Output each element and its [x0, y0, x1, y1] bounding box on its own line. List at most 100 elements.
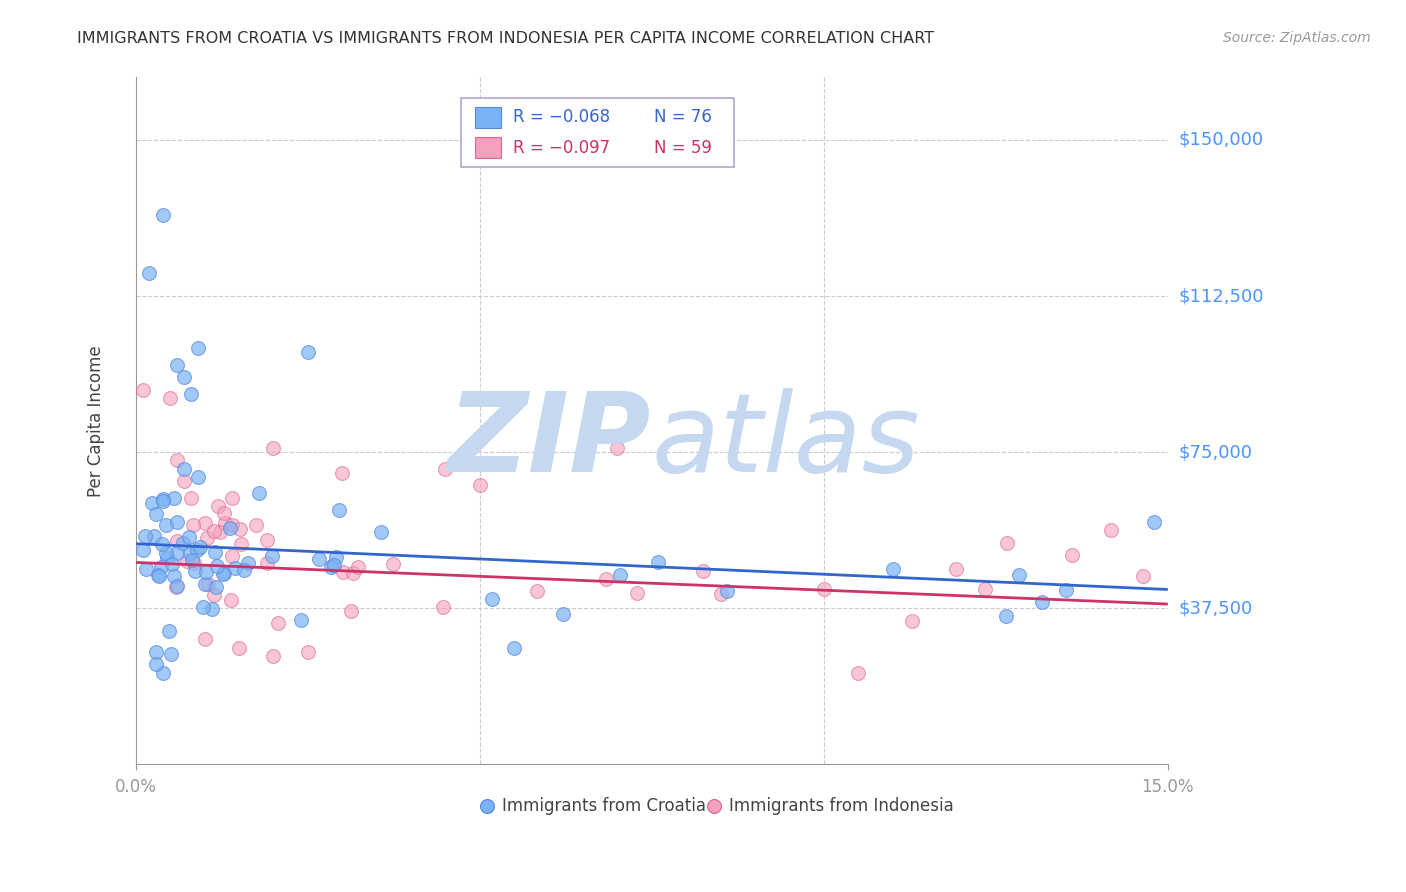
Point — [173, 475, 195, 489]
Point — [370, 524, 392, 539]
Point — [156, 550, 179, 565]
Point — [328, 502, 350, 516]
Point — [224, 561, 246, 575]
Point — [290, 614, 312, 628]
Point — [141, 496, 163, 510]
Point — [256, 556, 278, 570]
Point — [1031, 595, 1053, 609]
Point — [221, 549, 243, 563]
Point — [308, 552, 330, 566]
Point — [551, 607, 574, 621]
Text: ZIP: ZIP — [449, 388, 652, 495]
Point — [194, 565, 217, 579]
Point — [481, 592, 503, 607]
Point — [1143, 516, 1166, 530]
Point — [1062, 549, 1084, 563]
Point — [134, 562, 156, 576]
Point — [166, 533, 188, 548]
Point — [219, 593, 242, 607]
Point — [716, 584, 738, 599]
Point — [266, 615, 288, 630]
Point — [221, 517, 243, 532]
Point — [143, 529, 166, 543]
Point — [1132, 568, 1154, 582]
Point — [211, 567, 233, 582]
Point — [197, 576, 219, 591]
Point — [297, 645, 319, 659]
Point — [332, 565, 354, 579]
Point — [1099, 523, 1122, 537]
Point — [945, 562, 967, 576]
Point — [228, 640, 250, 655]
Point — [186, 543, 208, 558]
Point — [846, 665, 869, 680]
Point — [595, 572, 617, 586]
Point — [247, 485, 270, 500]
Point — [134, 529, 156, 543]
Text: Immigrants from Croatia: Immigrants from Croatia — [502, 797, 706, 814]
Point — [187, 470, 209, 484]
Point — [145, 508, 167, 522]
Point — [166, 579, 188, 593]
Point — [229, 537, 252, 551]
Point — [155, 518, 177, 533]
Point — [1008, 568, 1031, 582]
Point — [150, 537, 173, 551]
Point — [1054, 582, 1077, 597]
Point — [166, 453, 188, 467]
Point — [150, 560, 173, 574]
Point — [131, 383, 153, 397]
Point — [322, 558, 344, 573]
Point — [323, 558, 346, 573]
Point — [166, 546, 188, 560]
Point — [468, 478, 491, 492]
Point — [138, 266, 160, 280]
Point — [432, 600, 454, 615]
Point — [157, 624, 180, 638]
Text: N = 76: N = 76 — [654, 108, 711, 127]
Point — [165, 580, 187, 594]
Point — [434, 462, 457, 476]
Point — [155, 546, 177, 560]
Point — [180, 387, 202, 401]
Point — [626, 586, 648, 600]
Point — [163, 491, 186, 505]
Point — [193, 600, 215, 615]
Point — [330, 466, 353, 480]
Point — [152, 208, 174, 222]
Point — [177, 530, 200, 544]
Text: Per Capita Income: Per Capita Income — [87, 345, 105, 497]
Point — [160, 648, 183, 662]
Point — [262, 441, 284, 455]
Point — [163, 568, 186, 582]
Point — [205, 558, 228, 573]
Point — [172, 536, 194, 550]
Text: R = −0.097: R = −0.097 — [513, 138, 610, 156]
Point — [901, 614, 924, 628]
Point — [201, 602, 224, 616]
Point — [148, 569, 170, 583]
Point — [221, 491, 243, 506]
Point — [204, 580, 226, 594]
Point — [321, 559, 343, 574]
Point — [184, 564, 207, 578]
Point — [882, 562, 904, 576]
Text: N = 59: N = 59 — [654, 138, 711, 156]
Point — [256, 533, 278, 547]
Point — [145, 645, 167, 659]
Point — [173, 370, 195, 384]
Text: IMMIGRANTS FROM CROATIA VS IMMIGRANTS FROM INDONESIA PER CAPITA INCOME CORRELATI: IMMIGRANTS FROM CROATIA VS IMMIGRANTS FR… — [77, 31, 935, 46]
Point — [229, 522, 252, 536]
Text: Immigrants from Indonesia: Immigrants from Indonesia — [730, 797, 953, 814]
Point — [195, 531, 218, 545]
Point — [710, 587, 733, 601]
Point — [193, 632, 215, 647]
Point — [347, 560, 370, 574]
Point — [207, 500, 229, 514]
Point — [152, 493, 174, 508]
Point — [202, 524, 225, 538]
Point — [503, 640, 526, 655]
FancyBboxPatch shape — [475, 107, 501, 128]
Point — [236, 556, 259, 570]
Point — [152, 491, 174, 506]
